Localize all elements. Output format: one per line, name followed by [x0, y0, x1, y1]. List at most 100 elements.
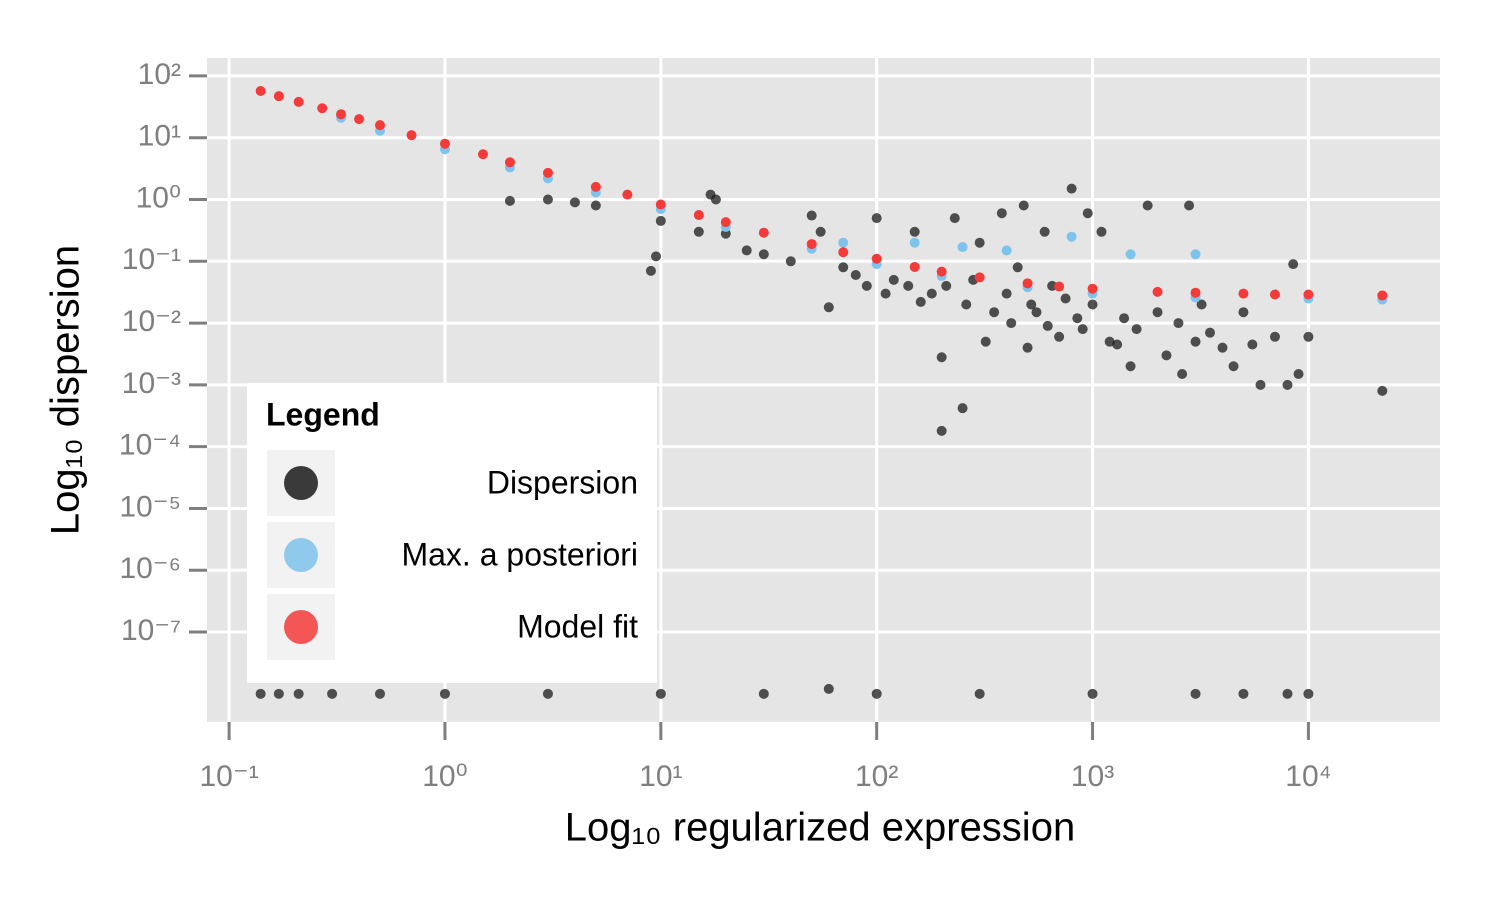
data-point [406, 130, 417, 141]
data-point [1177, 368, 1188, 379]
data-point [974, 688, 985, 699]
data-point [1282, 379, 1293, 390]
data-point [1087, 299, 1098, 310]
data-point [980, 336, 991, 347]
data-point [936, 425, 947, 436]
data-point [1238, 288, 1249, 299]
legend-label: Dispersion [487, 464, 638, 500]
data-point [850, 270, 861, 281]
data-point [645, 265, 656, 276]
data-point [957, 403, 968, 414]
data-point [1018, 200, 1029, 211]
data-point [936, 266, 947, 277]
data-point [1196, 299, 1207, 310]
data-point [1269, 289, 1280, 300]
data-point [693, 210, 704, 221]
x-tick-label: 10⁰ [422, 760, 467, 793]
data-point [1001, 245, 1012, 256]
data-point [823, 302, 834, 313]
data-point [806, 239, 817, 250]
legend-label: Model fit [517, 608, 638, 644]
data-point [504, 195, 515, 206]
data-point [861, 280, 872, 291]
data-point [1060, 293, 1071, 304]
data-point [1066, 231, 1077, 242]
data-point [255, 688, 266, 699]
data-point [1066, 183, 1077, 194]
data-point [1255, 379, 1266, 390]
y-tick-label: 10⁻⁴ [119, 429, 181, 462]
data-point [1152, 307, 1163, 318]
data-point [1190, 249, 1201, 260]
data-point [974, 272, 985, 283]
data-point [1119, 313, 1130, 324]
data-point [1377, 290, 1388, 301]
legend-swatch [284, 610, 318, 644]
y-axis-title: Log₁₀ dispersion [44, 245, 88, 535]
data-point [504, 157, 515, 168]
x-tick-label: 10³ [1071, 760, 1114, 793]
data-point [293, 96, 304, 107]
data-point [542, 167, 553, 178]
data-point [1269, 331, 1280, 342]
data-point [1026, 299, 1037, 310]
data-point [1006, 318, 1017, 329]
data-point [590, 181, 601, 192]
legend-label: Max. a posteriori [401, 536, 638, 572]
data-point [880, 288, 891, 299]
data-point [655, 215, 666, 226]
data-point [996, 208, 1007, 219]
data-point [439, 138, 450, 149]
x-tick-label: 10⁻¹ [199, 760, 258, 793]
data-point [1190, 287, 1201, 298]
data-point [336, 109, 347, 120]
y-tick-label: 10¹ [138, 120, 181, 153]
x-tick-label: 10² [855, 760, 898, 793]
data-point [1087, 688, 1098, 699]
data-point [651, 251, 662, 262]
points [255, 86, 1388, 699]
data-point [1190, 688, 1201, 699]
data-point [1077, 324, 1088, 335]
data-point [293, 688, 304, 699]
data-point [1042, 320, 1053, 331]
data-point [1072, 313, 1083, 324]
data-point [838, 262, 849, 273]
legend-swatch [284, 538, 318, 572]
data-point [1022, 278, 1033, 289]
data-point [327, 688, 338, 699]
data-point [871, 253, 882, 264]
data-point [915, 296, 926, 307]
y-tick-label: 10⁻³ [122, 367, 181, 400]
y-tick-label: 10⁻² [122, 305, 181, 338]
data-point [1217, 342, 1228, 353]
data-point [1054, 331, 1065, 342]
data-point [1173, 318, 1184, 329]
data-point [957, 242, 968, 253]
data-point [374, 120, 385, 131]
data-point [1022, 342, 1033, 353]
legend: Legend Dispersion Max. a posteriori Model … [247, 383, 657, 683]
data-point [1012, 262, 1023, 273]
data-point [758, 227, 769, 238]
data-point [1125, 361, 1136, 372]
data-point [1293, 368, 1304, 379]
data-point [255, 86, 266, 97]
data-point [1039, 226, 1050, 237]
data-point [542, 688, 553, 699]
y-tick-label: 10² [138, 58, 181, 91]
data-point [1303, 331, 1314, 342]
data-point [569, 197, 580, 208]
data-point [273, 91, 284, 102]
data-point [1082, 208, 1093, 219]
data-point [758, 249, 769, 260]
legend-title: Legend [266, 396, 380, 432]
data-point [1161, 350, 1172, 361]
data-point [590, 200, 601, 211]
data-point [477, 149, 488, 160]
data-point [741, 245, 752, 256]
data-point [1184, 200, 1195, 211]
x-tick-label: 10⁴ [1285, 760, 1331, 793]
data-point [1247, 339, 1258, 350]
